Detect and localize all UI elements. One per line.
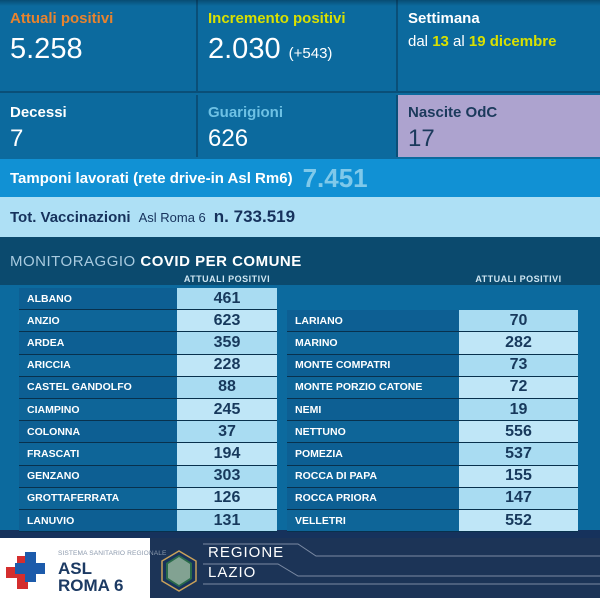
- svg-text:REGIONE: REGIONE: [208, 544, 284, 561]
- svg-text:LAZIO: LAZIO: [208, 564, 256, 581]
